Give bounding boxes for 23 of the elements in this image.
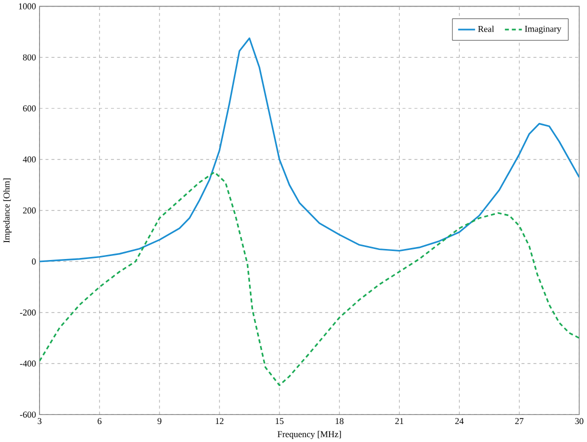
y-tick-label: -200 [20,309,36,316]
x-tick-label: 9 [158,418,162,424]
y-tick-label: 600 [23,105,36,112]
legend-label: Real [478,26,494,32]
x-tick-label: 18 [336,418,344,424]
x-tick-label: 27 [515,418,524,424]
y-tick-label: 200 [23,207,36,214]
y-tick-label: 800 [23,54,36,60]
x-tick-label: 21 [395,418,404,424]
y-tick-label: -600 [20,411,36,418]
y-axis-title: Impedance [Ohm] [3,178,12,243]
legend-label: Imaginary [524,26,562,34]
y-tick-label: -400 [20,360,36,366]
y-tick-label: 0 [32,258,36,264]
y-tick-label: 1000 [18,3,36,10]
x-tick-label: 15 [276,418,284,424]
x-tick-label: 24 [455,418,464,424]
x-tick-label: 3 [38,418,42,424]
y-tick-label: 400 [22,156,36,162]
x-tick-label: 30 [575,418,584,424]
x-tick-label: 6 [98,418,102,424]
x-tick-label: 12 [216,418,224,424]
x-axis-title: Frequency [MHz] [278,430,341,439]
